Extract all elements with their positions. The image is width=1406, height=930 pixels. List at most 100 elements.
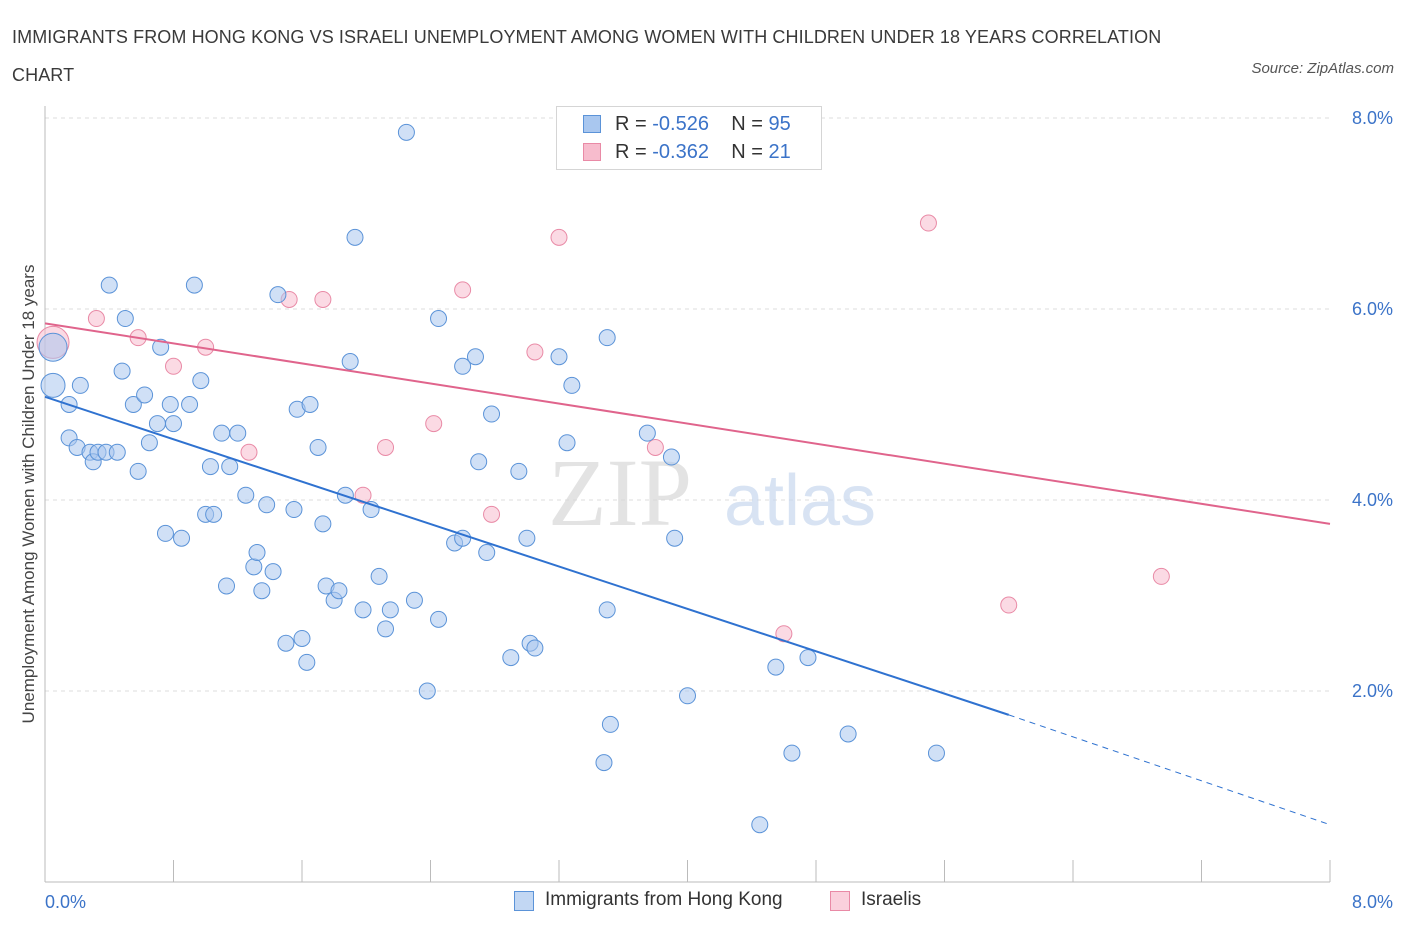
hong-kong-point <box>192 372 210 390</box>
x-tick-label: 8.0% <box>1352 892 1393 912</box>
hong-kong-point <box>314 515 332 533</box>
correlation-legend: R = -0.526 N = 95 R = -0.362 N = 21 <box>556 106 822 170</box>
hong-kong-point <box>397 123 415 141</box>
hong-kong-point <box>129 462 147 480</box>
hong-kong-point <box>124 396 142 413</box>
hong-kong-point <box>430 610 448 628</box>
israelis-point <box>919 214 937 232</box>
hong-kong-point <box>253 582 271 600</box>
n-value: 95 <box>768 113 791 135</box>
hong-kong-point <box>354 601 372 619</box>
hong-kong-point <box>679 687 696 705</box>
source-label: Source: ZipAtlas.com <box>1251 60 1394 77</box>
hong-kong-point <box>201 458 219 476</box>
israelis-point <box>1152 567 1170 585</box>
hong-kong-point <box>245 558 263 576</box>
legend-label: Immigrants from Hong Kong <box>545 889 783 910</box>
hong-kong-point <box>370 567 388 585</box>
hong-kong-point <box>381 601 399 619</box>
hong-kong-point <box>510 462 528 480</box>
hong-kong-point <box>518 529 536 547</box>
hong-kong-point <box>40 372 66 398</box>
hong-kong-trend-line <box>44 395 1010 716</box>
hong-kong-point <box>405 591 423 609</box>
axes <box>44 106 1331 883</box>
hong-kong-point <box>71 376 89 394</box>
hong-kong-point <box>783 744 801 762</box>
n-label: N = <box>731 113 769 135</box>
legend-swatch-pink <box>583 143 601 161</box>
hong-kong-point <box>258 496 276 514</box>
israelis-point <box>526 343 544 361</box>
chart-title: IMMIGRANTS FROM HONG KONG VS ISRAELI UNE… <box>12 27 1162 85</box>
hong-kong-point <box>598 601 616 619</box>
israelis-point <box>240 443 258 461</box>
y-tick-label: 4.0% <box>1352 490 1393 510</box>
legend-label: Israelis <box>861 889 922 910</box>
hong-kong-point <box>113 362 131 380</box>
r-label: R = <box>615 141 653 163</box>
hong-kong-point <box>662 448 680 466</box>
hong-kong-point <box>218 577 236 595</box>
hong-kong-point <box>156 524 174 542</box>
hong-kong-point <box>767 658 785 676</box>
series-legend: Immigrants from Hong Kong Israelis <box>0 889 1406 915</box>
israelis-points <box>36 123 1170 643</box>
hong-kong-point <box>140 434 158 452</box>
hong-kong-point <box>237 486 255 504</box>
hong-kong-point <box>38 332 68 362</box>
hong-kong-point <box>161 396 179 413</box>
hong-kong-point <box>346 228 364 246</box>
israelis-point <box>354 486 372 504</box>
hong-kong-point <box>100 276 118 294</box>
hong-kong-point <box>205 505 223 523</box>
israelis-point <box>377 438 395 456</box>
israelis-point <box>454 281 472 299</box>
hong-kong-point <box>229 424 247 442</box>
israelis-point <box>87 310 105 328</box>
hong-kong-point <box>152 338 170 356</box>
hong-kong-point <box>502 649 520 667</box>
hong-kong-point <box>248 544 266 562</box>
israelis-point <box>314 290 332 308</box>
hong-kong-point <box>108 443 126 461</box>
hong-kong-point <box>277 634 295 652</box>
hong-kong-point <box>221 458 239 476</box>
hong-kong-point <box>466 348 484 366</box>
israelis-point <box>165 357 182 375</box>
watermark: ZIP atlas <box>548 439 876 546</box>
hong-kong-point <box>293 629 311 647</box>
hong-kong-point <box>558 434 576 452</box>
y-tick-label: 6.0% <box>1352 299 1393 319</box>
hong-kong-point <box>751 816 769 834</box>
hong-kong-point <box>298 653 316 671</box>
hong-kong-point <box>839 725 857 743</box>
legend-swatch-blue <box>583 115 601 133</box>
n-label: N = <box>731 141 769 163</box>
hong-kong-point <box>213 424 231 442</box>
hong-kong-point <box>470 453 488 471</box>
hong-kong-point <box>301 396 319 413</box>
hong-kong-point <box>563 376 581 394</box>
r-value: -0.362 <box>652 141 709 163</box>
hong-kong-point <box>181 396 199 413</box>
hong-kong-point <box>550 348 568 366</box>
hong-kong-point <box>377 620 395 638</box>
hong-kong-point <box>341 353 359 371</box>
x-tick-label: 0.0% <box>45 892 86 912</box>
hong-kong-point <box>927 744 945 762</box>
watermark-atlas: atlas <box>724 461 876 541</box>
hong-kong-point <box>173 529 191 547</box>
r-value: -0.526 <box>652 113 709 135</box>
hong-kong-point <box>309 438 327 456</box>
hong-kong-point <box>666 529 684 547</box>
hong-kong-point <box>454 357 472 375</box>
legend-swatch-blue <box>514 891 534 911</box>
hong-kong-point <box>595 754 613 772</box>
y-tick-label: 2.0% <box>1352 681 1393 701</box>
israelis-trend-line <box>44 322 1331 525</box>
israelis-point <box>425 415 443 433</box>
israelis-point <box>646 438 664 456</box>
hong-kong-points <box>38 123 945 834</box>
